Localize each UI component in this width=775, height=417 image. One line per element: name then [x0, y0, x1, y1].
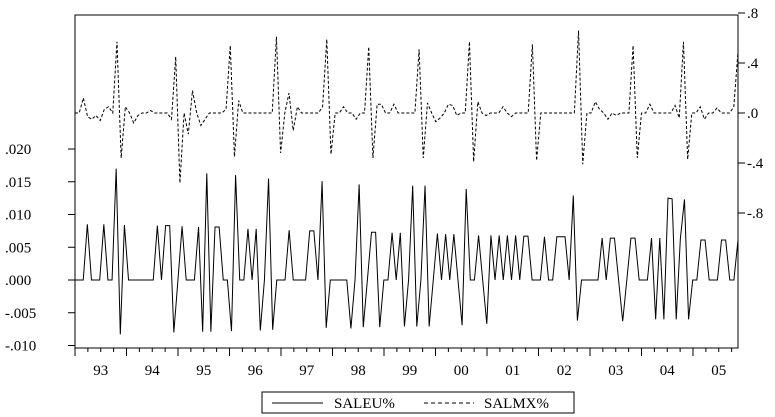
left-tick-label: -.005 [5, 306, 36, 322]
right-tick-label: -.8 [747, 206, 763, 222]
x-tick-label: 97 [299, 363, 315, 379]
legend: SALEU% SALMX% [261, 391, 575, 414]
x-tick-label: 99 [402, 363, 417, 379]
left-tick-label: .000 [5, 273, 31, 289]
right-tick-label: -.4 [747, 156, 764, 172]
left-tick-label: .005 [5, 240, 31, 256]
x-tick-label: 04 [660, 363, 676, 379]
x-tick-label: 96 [248, 363, 264, 379]
x-tick-label: 98 [351, 363, 366, 379]
x-tick-label: 94 [145, 363, 161, 379]
legend-box [261, 391, 575, 414]
left-axis: .020 .015 .010 .005 .000 -.005 -.010 [5, 142, 75, 355]
left-tick-label: -.010 [5, 339, 36, 355]
x-tick-label: 95 [196, 363, 211, 379]
left-tick-label: .015 [5, 175, 31, 191]
right-tick-label: .8 [747, 6, 758, 22]
x-tick-label: 93 [93, 363, 108, 379]
series-line-saleu [75, 168, 739, 335]
series-layer [75, 30, 739, 335]
left-tick-label: .020 [5, 142, 31, 158]
right-tick-label: .0 [747, 106, 758, 122]
right-tick-label: .4 [747, 56, 759, 72]
x-axis: 93 94 95 96 97 98 99 00 01 02 03 04 05 [74, 348, 733, 379]
legend-label-saleu: SALEU% [334, 396, 395, 412]
x-tick-label: 03 [608, 363, 623, 379]
right-axis: .8 .4 .0 -.4 -.8 [738, 6, 764, 222]
legend-label-salmx: SALMX% [484, 396, 549, 412]
x-tick-label: 02 [557, 363, 572, 379]
series-line-salmx [75, 30, 739, 184]
x-tick-label: 01 [505, 363, 520, 379]
x-tick-label: 05 [711, 363, 726, 379]
left-tick-label: .010 [5, 208, 31, 224]
x-tick-label: 00 [454, 363, 469, 379]
